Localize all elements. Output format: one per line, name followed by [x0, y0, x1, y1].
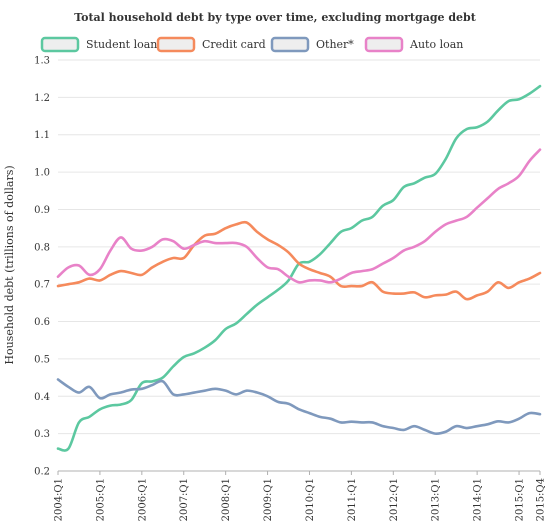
y-tick-label: 0.5	[34, 354, 50, 365]
legend-swatch-auto-loan	[364, 36, 404, 53]
legend: Student loan Credit card Other* Auto loan	[40, 36, 463, 53]
x-tick-label: 2013:Q1	[431, 478, 442, 521]
y-axis-ticks: 0.2 0.3 0.4 0.5 0.6 0.7 0.8 0.9 1.0 1.1 1.2 1.3	[34, 56, 50, 478]
series-lines	[56, 84, 542, 452]
x-tick-label: 2008:Q1	[221, 478, 232, 521]
y-tick-label: 1.1	[34, 130, 50, 141]
x-tick-label: 2011:Q1	[347, 478, 358, 521]
x-tick-label: 2015:Q4	[536, 478, 547, 521]
legend-swatch-credit-card	[156, 36, 196, 53]
x-tick-label: 2006:Q1	[137, 478, 148, 521]
x-tick-label: 2007:Q1	[179, 478, 190, 521]
y-tick-label: 0.3	[34, 429, 50, 440]
y-tick-label: 1.0	[34, 168, 50, 179]
y-tick-label: 0.7	[34, 280, 50, 291]
x-axis-ticks: 2004:Q1 2005:Q1 2006:Q1 2007:Q1 2008:Q1 2009:…	[54, 471, 547, 521]
x-tick-label: 2014:Q1	[473, 478, 484, 521]
x-tick-label: 2015:Q1	[515, 478, 526, 521]
legend-label-auto-loan: Auto loan	[409, 38, 463, 51]
y-tick-label: 0.6	[34, 317, 50, 328]
legend-label-other: Other*	[316, 38, 354, 51]
y-tick-label: 0.9	[34, 205, 50, 216]
chart-title: Total household debt by type over time, …	[74, 11, 477, 24]
y-tick-label: 0.8	[34, 242, 50, 253]
series-line-auto-loan	[56, 148, 542, 284]
y-axis-label: Household debt (trillions of dollars)	[3, 165, 16, 364]
y-tick-label: 0.4	[34, 392, 50, 403]
series-line-credit-card	[56, 220, 542, 301]
legend-swatch-student-loan	[40, 36, 80, 53]
x-tick-label: 2004:Q1	[54, 478, 65, 521]
y-tick-label: 0.2	[34, 467, 50, 478]
y-tick-label: 1.3	[34, 56, 50, 67]
series-line-other	[56, 378, 542, 435]
x-tick-label: 2012:Q1	[389, 478, 400, 521]
y-tick-label: 1.2	[34, 93, 50, 104]
x-tick-label: 2005:Q1	[95, 478, 106, 521]
x-tick-label: 2010:Q1	[305, 478, 316, 521]
legend-swatch-other	[270, 36, 310, 53]
legend-label-student-loan: Student loan	[86, 38, 157, 51]
x-tick-label: 2009:Q1	[263, 478, 274, 521]
legend-label-credit-card: Credit card	[202, 38, 266, 51]
